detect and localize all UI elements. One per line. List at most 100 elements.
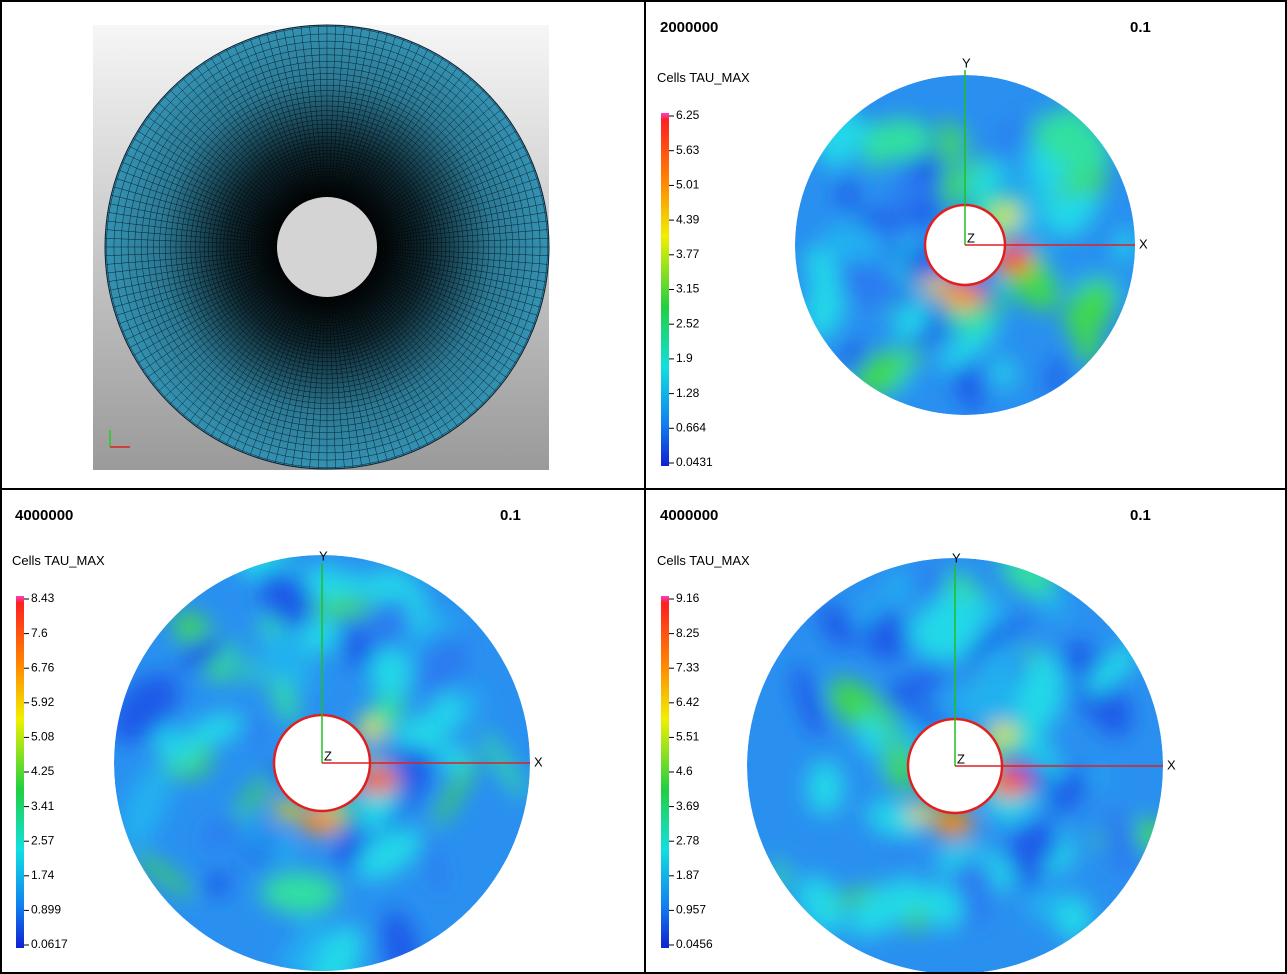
blotch xyxy=(988,112,1030,162)
blotch xyxy=(941,164,966,208)
blotch xyxy=(185,712,243,748)
blotch xyxy=(368,646,412,699)
blotches xyxy=(114,555,527,971)
blotch xyxy=(831,886,883,907)
color-bar xyxy=(661,596,669,948)
hotspot xyxy=(273,799,302,820)
blotch xyxy=(920,883,964,929)
hotspot xyxy=(300,806,341,835)
axis-label-z: Z xyxy=(324,748,332,763)
legend-title: Cells TAU_MAX xyxy=(12,553,105,568)
tick-label: 2.57 xyxy=(31,833,55,847)
tick-label: 7.33 xyxy=(676,660,700,674)
blotch xyxy=(258,568,315,629)
tick-label: 4.25 xyxy=(31,764,55,778)
time-value: 0.1 xyxy=(500,507,521,524)
blotch xyxy=(257,618,282,636)
blotch xyxy=(309,925,363,971)
blotch xyxy=(848,878,926,937)
blotch xyxy=(355,827,423,881)
tick-label: 0.0456 xyxy=(676,937,713,951)
time-value: 0.1 xyxy=(1130,19,1151,36)
blotch xyxy=(837,177,858,210)
blotch xyxy=(202,815,243,849)
blotch xyxy=(269,837,297,861)
tick-label: 5.92 xyxy=(31,695,55,709)
blotch xyxy=(1033,153,1068,190)
blotch xyxy=(204,871,232,897)
axis-label-x: X xyxy=(1139,236,1148,251)
blotch xyxy=(855,210,901,230)
blotch xyxy=(153,729,195,768)
blotch xyxy=(818,603,856,649)
tick-label: 9.16 xyxy=(676,591,700,605)
tick-label: 2.78 xyxy=(676,833,700,847)
result-panel: 4000000 0.1 Cells TAU_MAX 8.43 7.6 6.76 5.92 5.… xyxy=(12,507,543,971)
blotch xyxy=(892,300,930,341)
blotch xyxy=(310,598,374,618)
blotch xyxy=(1016,659,1065,734)
tick-label: 8.43 xyxy=(31,591,55,605)
hotspot xyxy=(992,206,1021,227)
blotch xyxy=(925,593,971,639)
blotch xyxy=(433,754,478,829)
blotch xyxy=(843,342,868,371)
blotch xyxy=(1064,652,1099,669)
blotch xyxy=(1045,769,1088,813)
blotch xyxy=(823,221,882,273)
blotch xyxy=(245,716,266,746)
blotch xyxy=(1085,642,1140,696)
color-bar xyxy=(661,113,669,466)
tick-label: 1.9 xyxy=(676,351,693,365)
tick-label: 6.42 xyxy=(676,695,700,709)
blotch xyxy=(792,664,826,739)
blotch xyxy=(276,695,299,722)
tick-label: 3.15 xyxy=(676,282,700,296)
blotch xyxy=(888,244,904,263)
blotch xyxy=(884,741,917,792)
blotch xyxy=(1008,821,1060,868)
legend-title: Cells TAU_MAX xyxy=(657,553,750,568)
blotch xyxy=(214,639,240,684)
blotch xyxy=(1055,895,1093,942)
blotch xyxy=(943,677,1026,714)
blotch xyxy=(1032,114,1089,164)
blotch xyxy=(961,613,1030,664)
blotch xyxy=(857,714,885,755)
blotch xyxy=(393,775,429,812)
tick-label: 7.6 xyxy=(31,626,48,640)
blotch xyxy=(806,760,844,816)
blotch xyxy=(260,872,340,914)
blotch xyxy=(882,835,914,857)
blotch xyxy=(857,591,885,629)
blotch xyxy=(993,356,1015,390)
axis-label-x: X xyxy=(1167,757,1176,772)
tick-label: 5.51 xyxy=(676,730,700,744)
axis-label-y: Y xyxy=(962,55,971,70)
tick-label: 5.08 xyxy=(31,730,55,744)
result-panel: 2000000 0.1 Cells TAU_MAX 6.25 5.63 5.01 4.39 3… xyxy=(657,19,1151,469)
tick-label: 5.01 xyxy=(676,178,700,192)
blotch xyxy=(114,673,180,743)
tick-label: 6.76 xyxy=(31,660,55,674)
blotch xyxy=(805,245,841,303)
tick-label: 4.6 xyxy=(676,764,693,778)
blotches xyxy=(804,102,1135,414)
blotch xyxy=(1049,190,1095,238)
axis-label-y: Y xyxy=(319,548,328,563)
tick-label: 8.25 xyxy=(676,626,700,640)
tick-label: 0.957 xyxy=(676,903,706,917)
hotspot xyxy=(943,280,984,309)
blotch xyxy=(240,662,259,682)
mesh-size: 4000000 xyxy=(15,507,73,524)
tick-label: 5.63 xyxy=(676,143,700,157)
tick-label: 0.899 xyxy=(31,903,61,917)
axis-label-x: X xyxy=(534,754,543,769)
blotch xyxy=(364,581,394,604)
color-bar xyxy=(16,596,24,948)
hotspot xyxy=(988,723,1017,744)
blotch xyxy=(886,571,911,606)
tick-label: 0.0617 xyxy=(31,937,68,951)
blotch xyxy=(419,825,446,895)
